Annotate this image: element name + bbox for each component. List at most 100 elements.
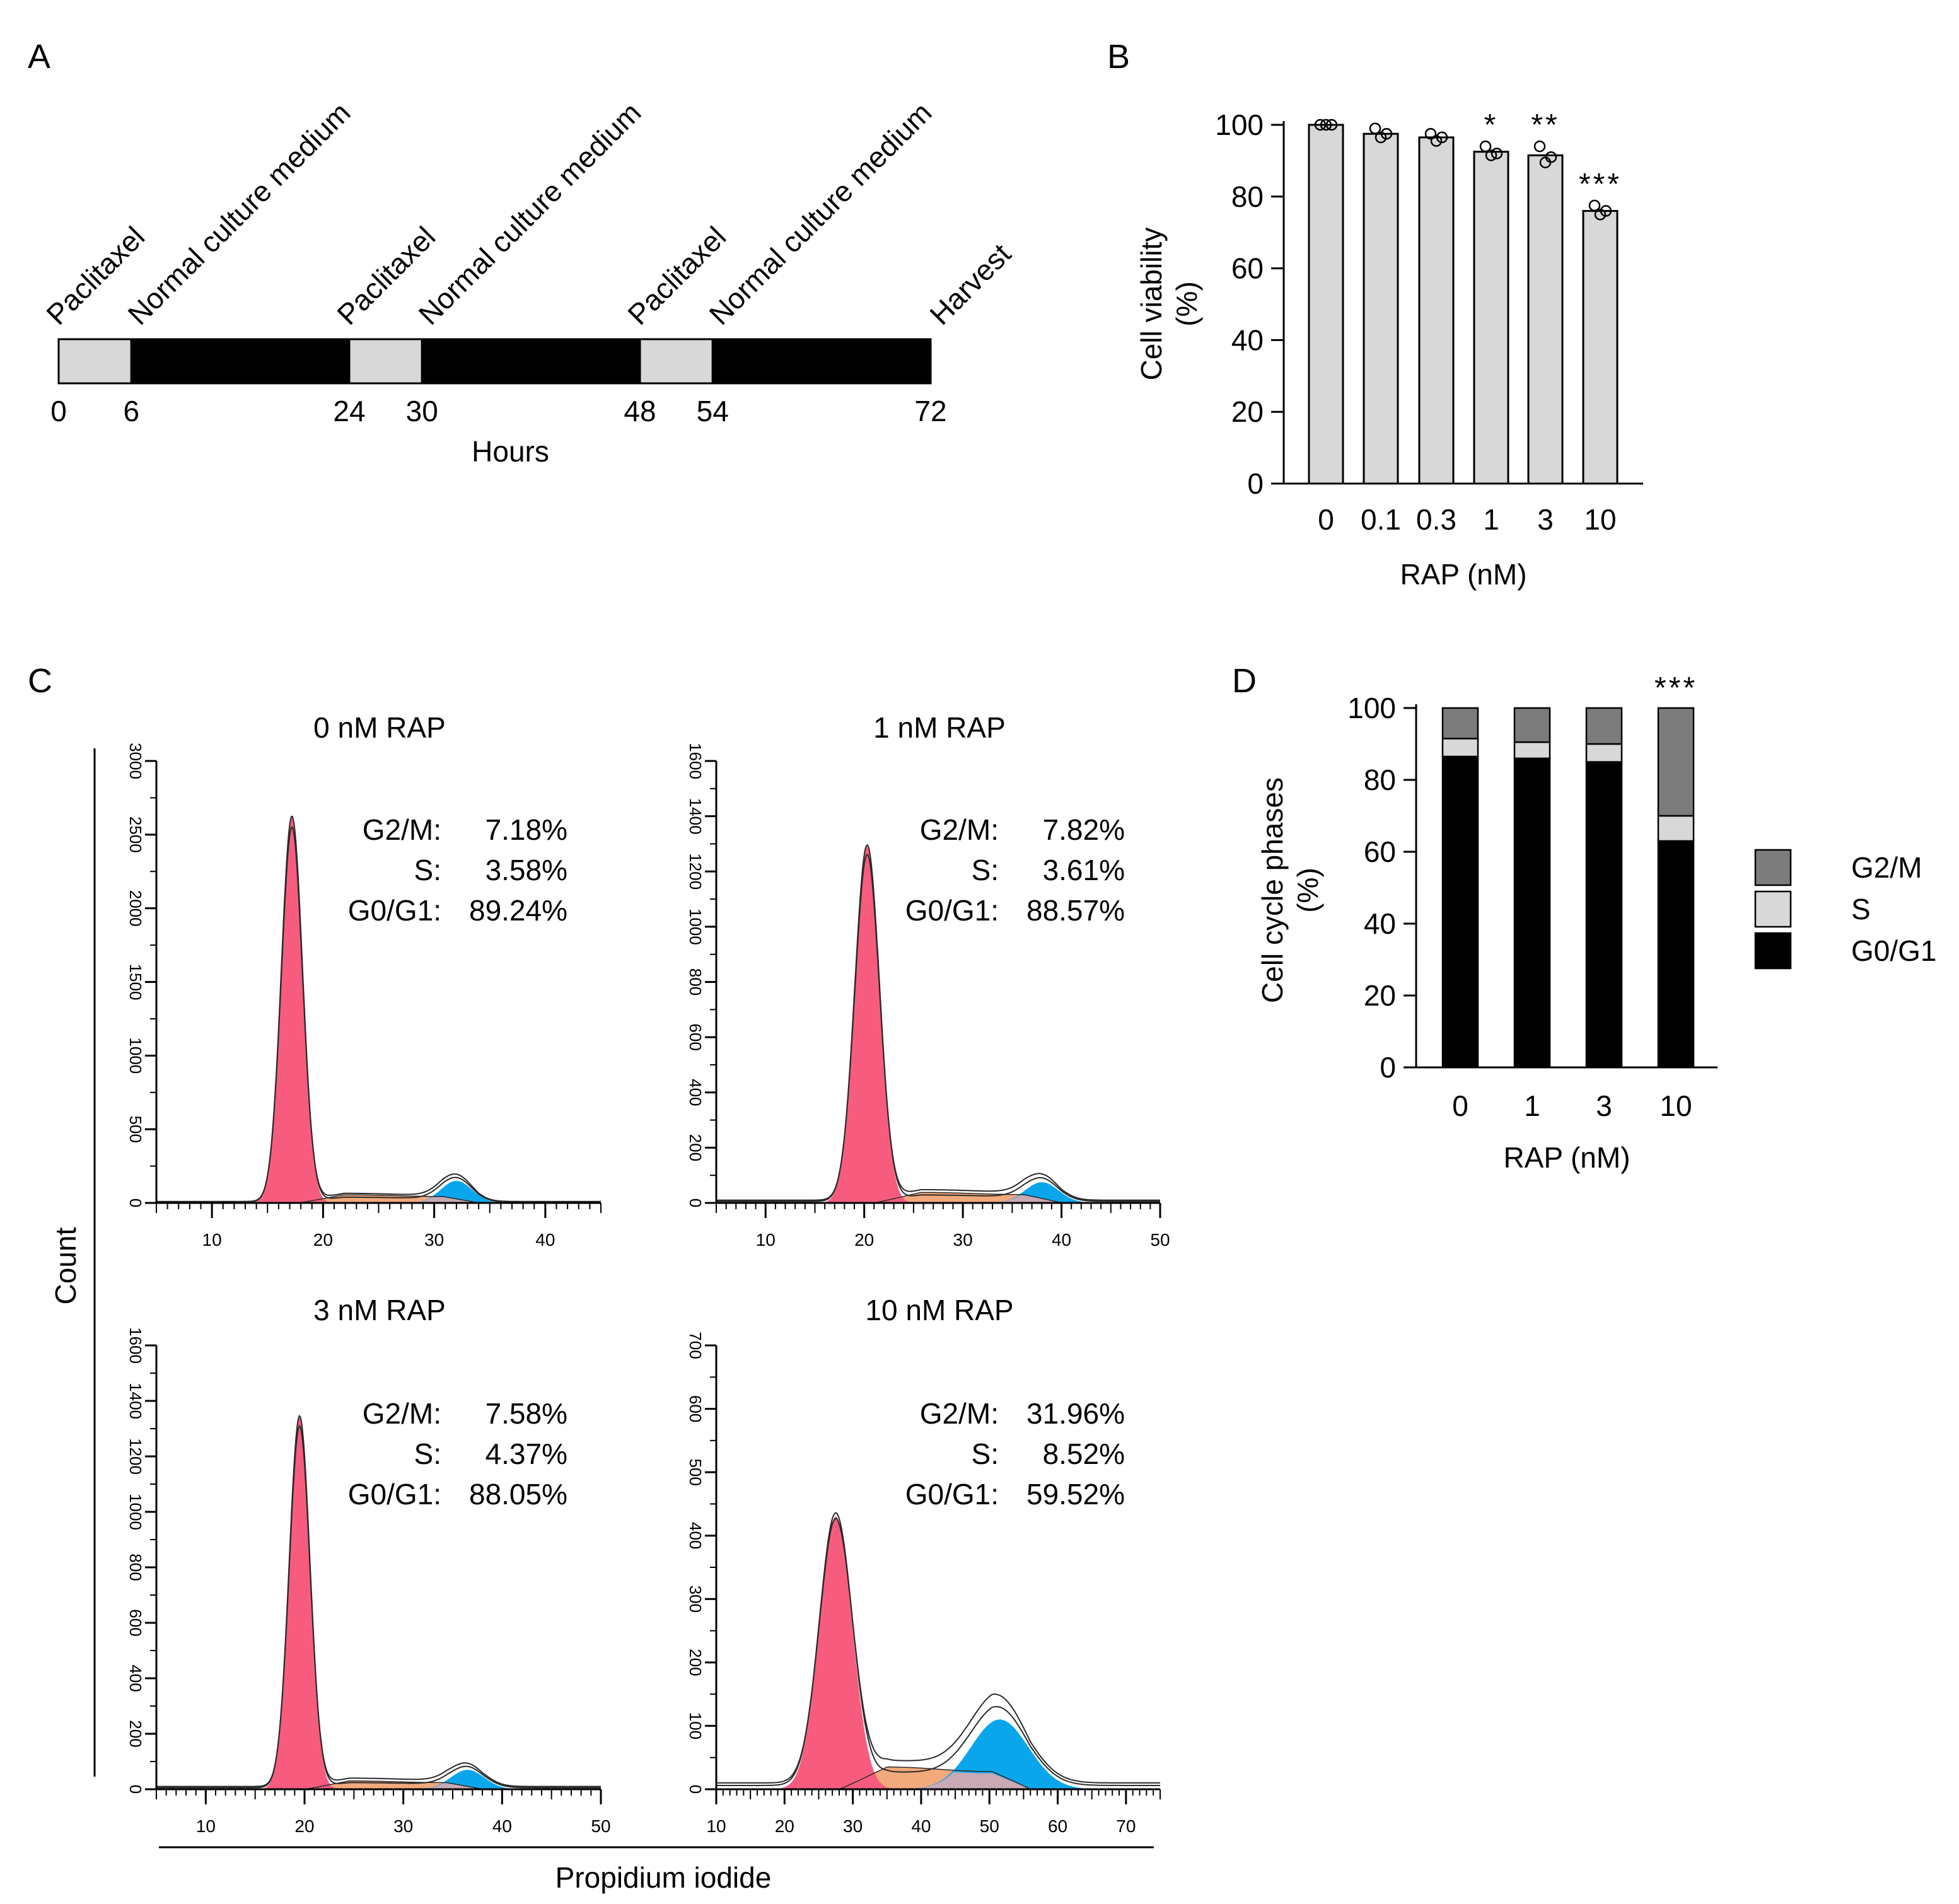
- data-point-10-3: [1600, 205, 1612, 217]
- sum-outline-1: [156, 1415, 601, 1789]
- histogram-y-tick-label-6: 600: [686, 1395, 705, 1422]
- s-phase-area: [716, 1767, 1160, 1789]
- legend-swatch-S: [1754, 890, 1792, 928]
- stat-label-2: S:: [414, 854, 441, 886]
- panel-label-a: A: [28, 38, 50, 76]
- histogram-x-tick-label-1: 20: [294, 1816, 314, 1836]
- panel-d-cell-cycle-chart: 0 20 40 60 80 100 0 1 3 10 *** RAP (nM) Cell cycle p…: [1256, 671, 1937, 1174]
- data-point-0.3-2: [1430, 135, 1443, 147]
- histogram-y-tick-label-1: 200: [686, 1134, 705, 1161]
- histogram-x-tick-label-3: 40: [911, 1816, 931, 1836]
- stat-label-2: S:: [972, 1437, 999, 1470]
- stat-label-1: G2/M:: [920, 1397, 999, 1430]
- sum-outline-2: [156, 827, 601, 1202]
- histogram-y-tick-label-1: 200: [126, 1720, 145, 1747]
- g2m-phase-area: [156, 1770, 601, 1789]
- legend-label-G0G1: G0/G1: [1851, 934, 1937, 967]
- bar-0.3: [1418, 136, 1455, 485]
- histogram-y-tick-label-4: 800: [126, 1553, 145, 1581]
- x-tick-label-0: 0: [1452, 1089, 1468, 1122]
- x-tick-label-0: 0: [1318, 503, 1334, 536]
- histogram-y-tick-label-7: 1400: [126, 1383, 145, 1419]
- g2m-phase-area: [716, 1182, 1160, 1203]
- timeline-tick-label-4: 48: [624, 395, 656, 427]
- bar-3: [1527, 154, 1564, 485]
- stat-value-3: 89.24%: [469, 894, 567, 927]
- y-tick-label-2: 40: [1231, 323, 1264, 356]
- timeline-tick-label-2: 24: [333, 395, 365, 427]
- timeline-segment-3: [348, 338, 423, 385]
- y-tick-label-4: 80: [1231, 180, 1264, 213]
- stat-label-3: G0/G1:: [348, 894, 441, 927]
- histogram-y-tick-label-0: 0: [686, 1199, 705, 1207]
- timeline-tick-label-6: 72: [914, 395, 946, 427]
- data-point-0.3-1: [1424, 127, 1437, 140]
- histogram-y-tick-label-2: 400: [686, 1079, 705, 1106]
- stat-label-3: G0/G1:: [348, 1478, 441, 1511]
- histogram-x-tick-label-4: 50: [980, 1816, 999, 1836]
- histogram-y-tick-label-1: 500: [126, 1115, 145, 1142]
- stacked-bar-G2M-0: [1441, 707, 1479, 740]
- stat-label-2: S:: [972, 854, 999, 886]
- histogram-y-tick-label-3: 1500: [126, 964, 145, 1001]
- histogram-1: 0 500 1000 1500 2000 2500 3000 10 20 30 40 0 nM RAP…: [126, 711, 602, 1250]
- x-tick-label-4: 3: [1537, 503, 1554, 536]
- y-axis-label-line-1: Cell cycle phases: [1256, 777, 1289, 1003]
- sum-outline-1: [716, 844, 1160, 1202]
- y-tick-label-3: 60: [1364, 835, 1396, 868]
- sum-outline-2: [156, 1424, 601, 1787]
- histogram-x-tick-label-0: 10: [756, 1230, 776, 1250]
- histogram-x-tick-label-2: 30: [393, 1816, 413, 1836]
- histogram-y-tick-label-5: 1000: [686, 908, 705, 945]
- y-axis-label-line-1: Cell viability: [1135, 228, 1168, 381]
- histogram-x-tick-label-2: 30: [843, 1816, 863, 1836]
- bar-0: [1308, 124, 1344, 485]
- histogram-y-tick-label-3: 300: [686, 1586, 705, 1613]
- histogram-x-tick-label-4: 50: [1150, 1230, 1170, 1250]
- data-point-0.1-3: [1380, 127, 1393, 140]
- stacked-bar-G2M-1: [1513, 707, 1551, 743]
- timeline-segment-6: [711, 338, 932, 385]
- histogram-y-tick-label-7: 1400: [686, 798, 705, 835]
- timeline-tick-label-3: 30: [406, 395, 438, 427]
- histogram-y-tick-label-4: 2000: [126, 890, 145, 927]
- y-tick-label-5: 100: [1347, 692, 1396, 724]
- timeline-tick-label-0: 0: [50, 395, 67, 427]
- overlap-area: [716, 1195, 1160, 1203]
- stat-label-3: G0/G1:: [905, 1478, 999, 1511]
- panel-label-d: D: [1232, 662, 1257, 700]
- histogram-y-tick-label-0: 0: [126, 1785, 145, 1794]
- histogram-x-tick-label-0: 10: [196, 1816, 216, 1836]
- data-point-3-3: [1545, 151, 1557, 163]
- histogram-y-tick-label-5: 500: [686, 1458, 705, 1485]
- legend: G2/M S G0/G1: [1754, 849, 1937, 970]
- histogram-2: 0 200 400 600 800 1000 1200 1400 1600 10 20 30 40 50 1…: [686, 711, 1170, 1250]
- histogram-title: 1 nM RAP: [873, 711, 1006, 744]
- stacked-bar-G0G1-0: [1441, 755, 1479, 1069]
- stacked-bar-S-0: [1441, 738, 1479, 758]
- x-tick-label-3: 1: [1483, 503, 1499, 536]
- y-axis-label: Cell viability(%): [1135, 228, 1203, 381]
- stat-value-2: 8.52%: [1043, 1437, 1125, 1470]
- histogram-x-tick-label-1: 20: [854, 1230, 874, 1250]
- legend-label-S: S: [1851, 893, 1871, 926]
- histogram-x-tick-label-3: 40: [1052, 1230, 1071, 1250]
- data-point-0-3: [1325, 119, 1338, 131]
- histogram-y-tick-label-1: 100: [686, 1712, 705, 1739]
- y-tick-label-0: 0: [1247, 467, 1264, 500]
- legend-label-G2M: G2/M: [1851, 851, 1922, 884]
- stat-value-1: 7.18%: [485, 813, 567, 846]
- sum-outline-2: [716, 853, 1160, 1201]
- histogram-x-tick-label-1: 20: [775, 1816, 794, 1836]
- sum-outline-2: [716, 1518, 1160, 1784]
- stacked-bar-G2M-10: [1657, 707, 1695, 817]
- stat-label-1: G2/M:: [920, 813, 999, 846]
- stat-value-2: 3.61%: [1043, 854, 1125, 886]
- histogram-y-tick-label-6: 3000: [126, 743, 145, 779]
- histogram-y-tick-label-0: 0: [686, 1785, 705, 1794]
- stacked-bar-S-3: [1585, 743, 1623, 763]
- data-point-0-2: [1320, 119, 1332, 131]
- histogram-title: 3 nM RAP: [313, 1294, 446, 1326]
- stat-label-1: G2/M:: [363, 1397, 441, 1430]
